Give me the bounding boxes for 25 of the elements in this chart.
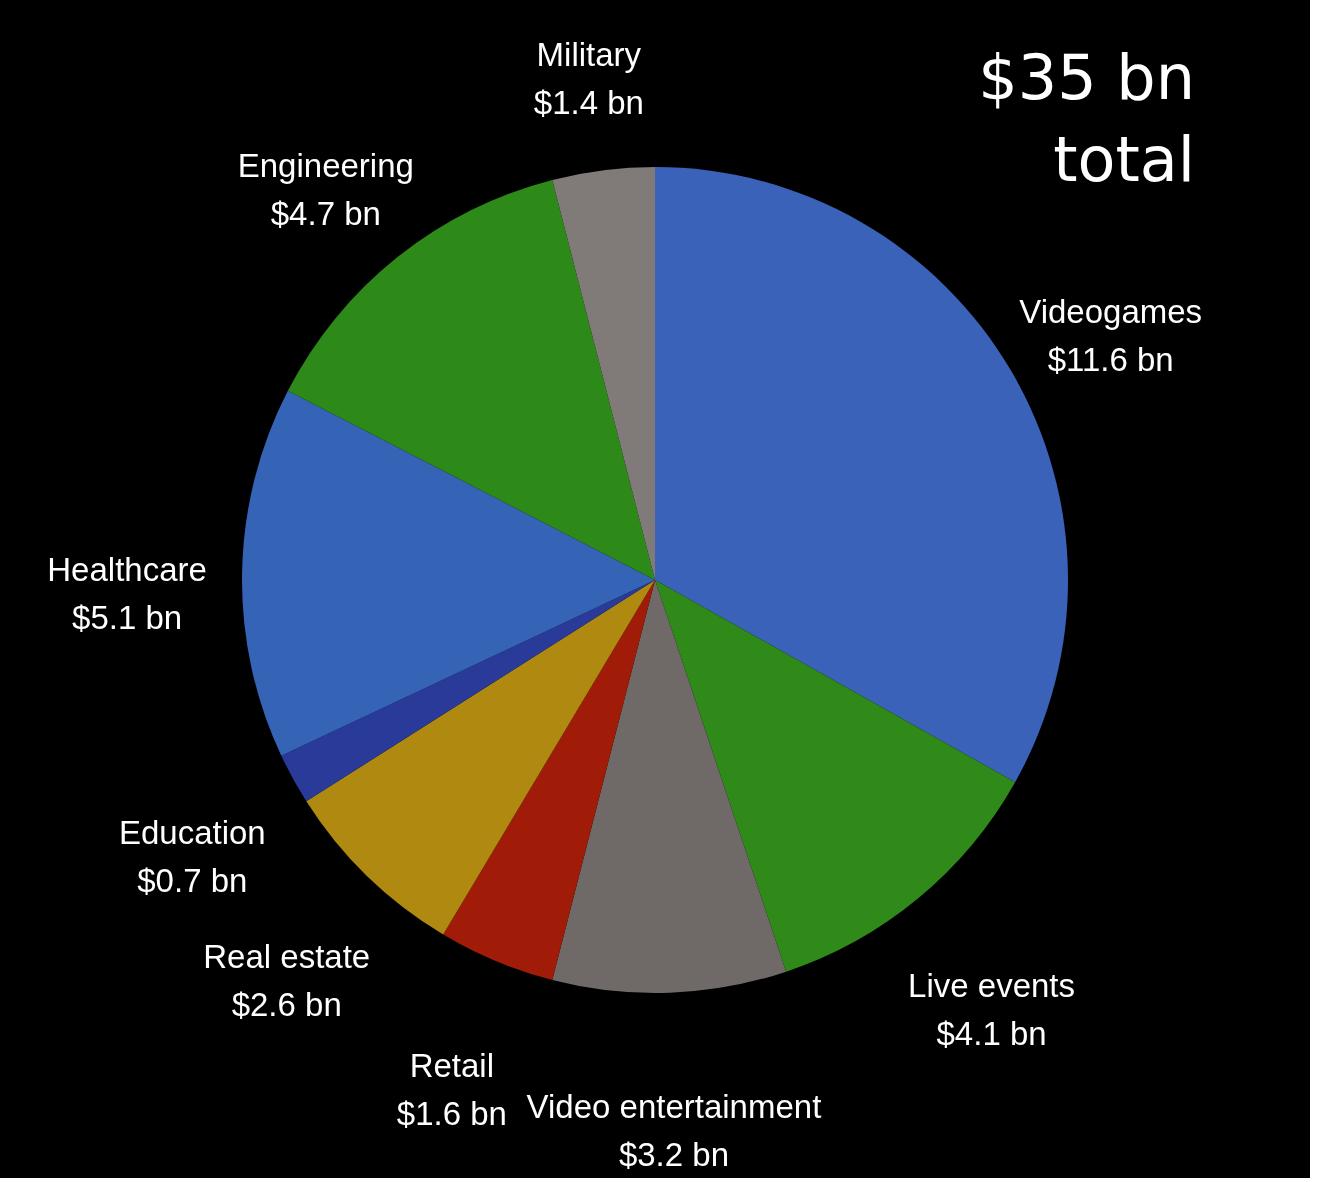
- slice-label: Engineering: [237, 147, 414, 185]
- data-label: $11.6 bn: [1047, 341, 1174, 379]
- data-label: $1.4 bn: [533, 84, 644, 122]
- data-label: $4.7 bn: [270, 195, 381, 233]
- data-label: $3.2 bn: [618, 1135, 730, 1173]
- data-label: $4.1 bn: [936, 1014, 1047, 1052]
- pie-slice: [552, 580, 787, 993]
- slice-label: Education: [118, 814, 266, 852]
- pie-slice: [281, 580, 655, 802]
- data-label: $5.1 bn: [72, 598, 183, 636]
- slice-label: Healthcare: [47, 550, 207, 588]
- slice-label: Military: [536, 36, 642, 74]
- data-label: $1.6 bn: [396, 1095, 507, 1133]
- text: $35 bn total: [978, 41, 1195, 196]
- pie-slice: [306, 580, 655, 935]
- slice-label: Retail: [409, 1047, 495, 1085]
- data-label: $0.7 bn: [137, 862, 248, 900]
- pie-slice: [443, 580, 655, 981]
- data-label: $2.6 bn: [231, 986, 342, 1024]
- slice-label: Video entertainment: [526, 1087, 822, 1125]
- slice-label: Videogames: [1019, 293, 1203, 331]
- slice-label: Real estate: [203, 938, 371, 976]
- slice-label: Live events: [908, 966, 1076, 1004]
- pie-slice: [552, 167, 655, 580]
- pie-slice: [655, 580, 1016, 972]
